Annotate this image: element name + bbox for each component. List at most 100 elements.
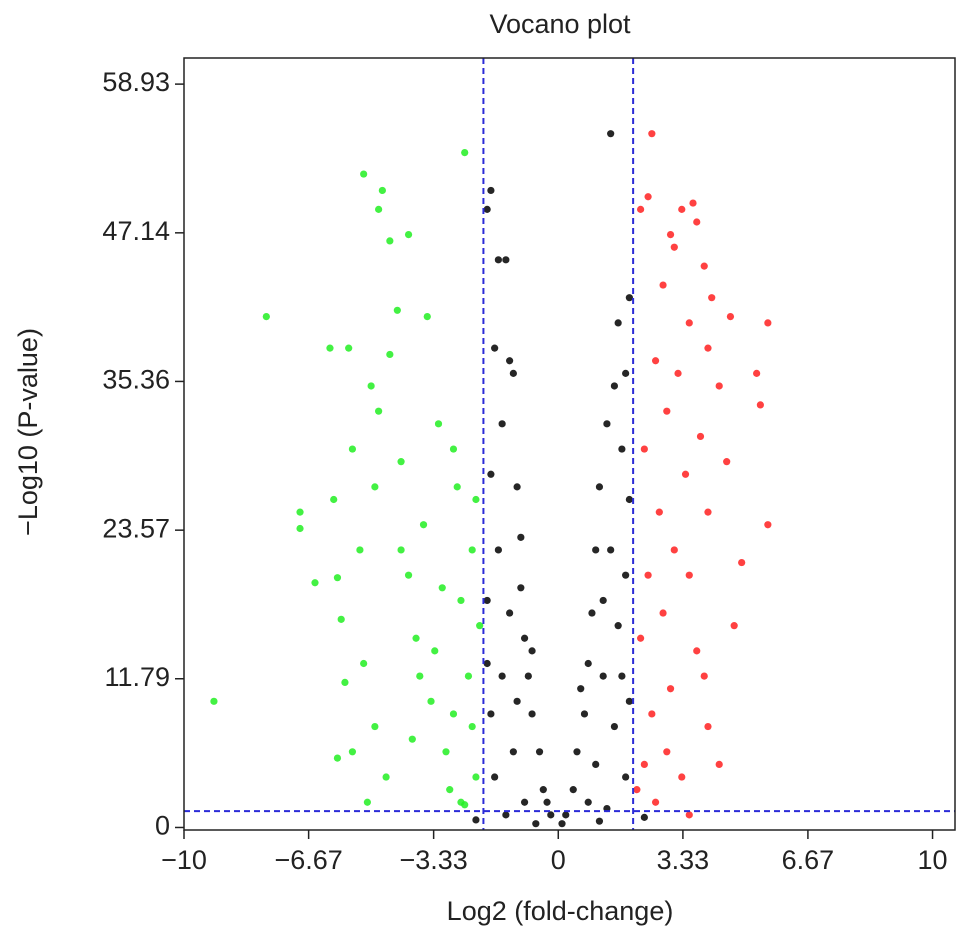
point xyxy=(610,382,619,390)
point xyxy=(730,622,738,630)
point xyxy=(520,798,529,806)
point xyxy=(442,748,450,756)
point xyxy=(461,801,469,809)
point xyxy=(337,615,345,623)
point xyxy=(678,773,686,781)
point xyxy=(506,609,514,617)
point xyxy=(461,149,469,157)
point xyxy=(595,817,604,825)
point xyxy=(487,186,495,195)
point xyxy=(513,483,521,491)
point xyxy=(592,760,600,769)
point xyxy=(640,445,648,453)
chart-title: Vocano plot xyxy=(489,9,631,39)
x-tick-label: 10 xyxy=(918,845,948,875)
point xyxy=(427,697,435,705)
point xyxy=(502,256,510,264)
point xyxy=(483,205,491,213)
point xyxy=(472,495,480,504)
point xyxy=(386,237,394,245)
point xyxy=(663,407,671,415)
x-tick-label: −10 xyxy=(161,845,207,875)
point xyxy=(685,811,693,819)
point xyxy=(330,495,338,504)
point xyxy=(685,571,693,579)
point xyxy=(431,647,439,655)
point xyxy=(610,722,619,731)
point xyxy=(382,773,390,781)
point xyxy=(483,659,491,668)
plot-frame xyxy=(183,57,956,831)
point xyxy=(674,369,682,377)
point xyxy=(348,445,357,453)
point xyxy=(614,319,622,327)
point xyxy=(599,672,607,680)
point xyxy=(637,205,645,213)
point xyxy=(371,722,379,731)
point xyxy=(449,710,458,718)
point xyxy=(715,760,723,769)
point xyxy=(363,798,371,806)
point xyxy=(584,798,592,806)
point xyxy=(498,420,506,428)
point xyxy=(666,685,675,693)
point xyxy=(491,344,499,352)
point xyxy=(640,760,648,769)
point xyxy=(539,786,547,794)
point xyxy=(558,820,566,828)
point xyxy=(655,508,663,516)
point xyxy=(509,748,517,756)
point xyxy=(464,672,473,680)
point xyxy=(547,811,555,819)
point xyxy=(498,672,506,680)
point xyxy=(670,243,678,251)
point xyxy=(764,521,772,529)
point xyxy=(404,231,413,239)
point xyxy=(296,524,304,533)
point xyxy=(532,820,540,828)
point xyxy=(386,350,394,359)
point xyxy=(622,369,630,377)
point xyxy=(599,596,607,605)
point xyxy=(416,672,424,680)
point xyxy=(614,622,622,630)
point xyxy=(764,319,772,327)
point xyxy=(625,294,633,302)
point xyxy=(535,748,544,756)
point xyxy=(622,773,630,781)
point xyxy=(296,508,304,516)
point xyxy=(659,281,667,289)
point xyxy=(625,697,633,705)
point xyxy=(506,357,514,365)
point xyxy=(659,609,667,617)
y-tick-label: 35.36 xyxy=(102,365,170,395)
point xyxy=(434,420,443,428)
point xyxy=(513,697,521,705)
point xyxy=(483,596,491,605)
point xyxy=(723,458,731,466)
point xyxy=(700,672,708,680)
point xyxy=(726,312,735,321)
point xyxy=(375,205,383,213)
point xyxy=(468,546,476,554)
point xyxy=(311,579,319,587)
point xyxy=(651,798,660,806)
point xyxy=(704,722,712,731)
point xyxy=(670,546,678,554)
point xyxy=(756,401,764,409)
point xyxy=(580,710,589,718)
point xyxy=(528,710,536,718)
y-tick-label: 11.79 xyxy=(104,662,170,692)
point xyxy=(517,584,525,592)
point xyxy=(700,262,708,270)
point xyxy=(592,546,600,554)
point xyxy=(595,483,604,491)
point xyxy=(618,445,626,453)
point xyxy=(562,811,570,819)
point xyxy=(412,634,420,642)
point xyxy=(633,786,641,794)
point xyxy=(345,344,353,352)
point xyxy=(472,773,480,781)
point xyxy=(648,130,656,138)
point xyxy=(666,231,675,239)
